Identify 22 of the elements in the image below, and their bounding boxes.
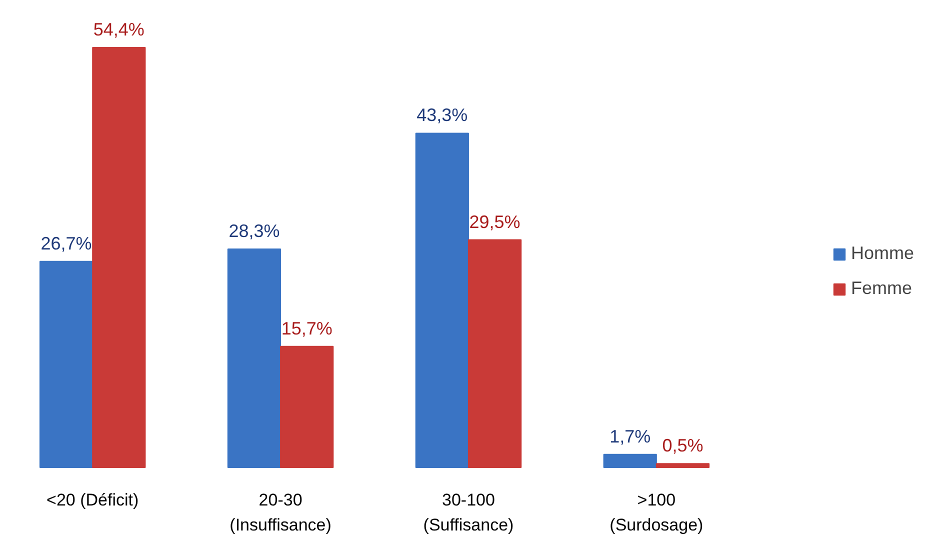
data-label: 54,4% <box>93 20 144 40</box>
x-tick-label: <20 (Déficit) <box>46 490 139 510</box>
bar <box>468 239 522 468</box>
data-label: 26,7% <box>40 233 92 254</box>
bar <box>280 346 334 468</box>
x-tick-label: 30-100 (Suffisance) <box>423 490 514 534</box>
legend-label: Homme <box>851 243 914 264</box>
data-label: 28,3% <box>228 221 280 242</box>
bar <box>603 454 657 468</box>
bar <box>415 132 469 468</box>
data-label: 15,7% <box>281 318 332 338</box>
x-tick-label: >100 (Surdosage) <box>610 490 704 534</box>
data-label: 0,5% <box>662 436 704 456</box>
bar <box>227 248 282 468</box>
data-label: 1,7% <box>610 426 651 446</box>
data-label: 43,3% <box>416 105 468 126</box>
bar <box>92 47 146 468</box>
x-tick-label: 20-30 (Insuffisance) <box>230 490 332 534</box>
bar <box>39 260 94 468</box>
data-label: 29,5% <box>469 212 520 232</box>
bar <box>656 463 710 468</box>
legend-label: Femme <box>851 278 912 299</box>
